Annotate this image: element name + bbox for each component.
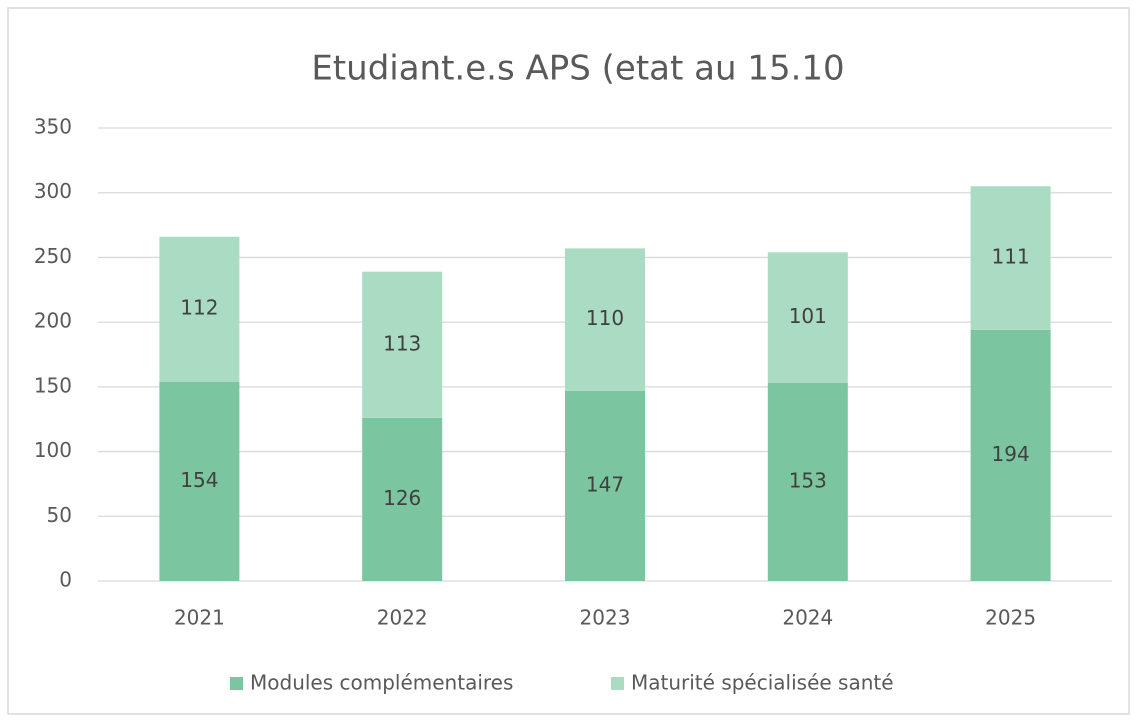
x-tick-label: 2024 xyxy=(782,606,833,630)
bar-segment xyxy=(970,186,1051,330)
data-label: 111 xyxy=(992,245,1030,269)
y-tick-label: 350 xyxy=(34,115,72,139)
chart-title: Etudiant.e.s APS (etat au 15.10 xyxy=(311,49,844,89)
legend-swatch xyxy=(611,677,624,690)
bar-segment xyxy=(159,381,240,581)
y-tick-label: 150 xyxy=(34,373,72,397)
y-tick-label: 100 xyxy=(34,438,72,462)
y-tick-label: 250 xyxy=(34,244,72,268)
data-label: 110 xyxy=(586,306,624,330)
y-tick-label: 200 xyxy=(34,309,72,333)
data-label: 113 xyxy=(383,331,421,355)
bar-segment xyxy=(767,382,848,581)
legend-label: Maturité spécialisée santé xyxy=(631,671,894,695)
y-tick-label: 0 xyxy=(59,568,72,592)
data-label: 154 xyxy=(180,468,218,492)
x-tick-label: 2021 xyxy=(174,606,225,630)
y-tick-label: 50 xyxy=(47,503,72,527)
x-tick-label: 2025 xyxy=(985,606,1036,630)
bar-segment xyxy=(970,329,1051,581)
bar-segment xyxy=(362,417,443,581)
bar-segment xyxy=(565,248,645,391)
data-label: 194 xyxy=(992,442,1030,466)
bar-segment xyxy=(767,252,848,383)
bar-segment xyxy=(159,236,240,382)
bar-segment xyxy=(565,390,645,581)
data-label: 147 xyxy=(586,472,624,496)
data-label: 153 xyxy=(789,468,827,492)
data-label: 112 xyxy=(180,296,218,320)
x-tick-label: 2023 xyxy=(580,606,631,630)
x-tick-label: 2022 xyxy=(377,606,428,630)
data-label: 101 xyxy=(789,304,827,328)
legend-label: Modules complémentaires xyxy=(250,671,513,695)
y-tick-label: 300 xyxy=(34,179,72,203)
bar-segment xyxy=(362,271,443,418)
legend-swatch xyxy=(230,677,243,690)
data-label: 126 xyxy=(383,486,421,510)
